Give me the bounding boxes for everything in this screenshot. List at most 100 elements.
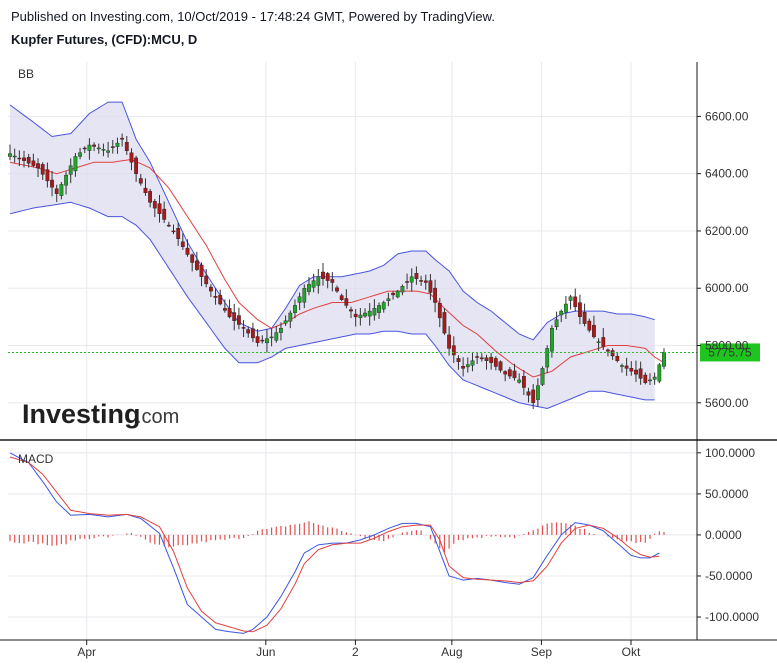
candle-body — [596, 341, 601, 343]
candle-body — [606, 349, 610, 352]
candle-body — [162, 208, 167, 220]
x-tick-label: Jun — [256, 645, 275, 659]
x-tick-label: Sep — [531, 645, 553, 659]
investing-logo: Investing .com — [22, 399, 179, 429]
candle-body — [610, 350, 615, 357]
candle-body — [166, 224, 171, 227]
candle-body — [367, 310, 372, 317]
macd-y-tick-label: -100.0000 — [705, 610, 759, 624]
macd-line — [9, 452, 660, 634]
candle-body — [260, 339, 265, 342]
candle-body — [456, 358, 461, 362]
candle-body — [279, 328, 283, 333]
candle-body — [115, 142, 120, 147]
candle-body — [297, 296, 302, 303]
candle-body — [227, 308, 232, 318]
bb-indicator-label: BB — [18, 67, 34, 81]
candle-body — [479, 357, 484, 360]
candle-body — [40, 164, 45, 175]
candle-body — [64, 174, 69, 186]
candle-body — [87, 144, 92, 151]
x-tick-label: Apr — [77, 645, 96, 659]
y-tick-label: 5800.00 — [705, 339, 749, 353]
candle-body — [507, 369, 512, 377]
candle-body — [101, 149, 106, 151]
candle-body — [381, 302, 386, 310]
candle-body — [36, 163, 40, 169]
macd-series — [9, 452, 665, 634]
candle-body — [152, 201, 157, 209]
last-price-tag — [700, 343, 760, 362]
candle-body — [288, 312, 293, 322]
candle-body — [522, 376, 526, 388]
candle-body — [358, 314, 363, 318]
candle-body — [377, 305, 381, 313]
x-tick-label: 2 — [352, 645, 359, 659]
candle-body — [138, 178, 143, 184]
candle-body — [587, 320, 592, 331]
macd-indicator-label: MACD — [18, 452, 54, 466]
logo-suffix: .com — [136, 406, 179, 428]
candle-body — [634, 369, 638, 375]
bb-band-area — [10, 102, 655, 409]
candle-body — [437, 303, 442, 319]
candle-body — [148, 191, 152, 203]
candle-body — [283, 320, 288, 324]
candle-body — [349, 309, 353, 312]
candle-body — [274, 332, 279, 341]
candle-body — [8, 153, 12, 157]
candle-body — [615, 356, 620, 362]
candle-body — [171, 230, 176, 233]
candle-body — [526, 391, 531, 396]
y-tick-label: 5600.00 — [705, 396, 749, 410]
candle-body — [143, 187, 148, 194]
candle-body — [564, 303, 568, 313]
candle-body — [573, 296, 578, 307]
candle-body — [54, 188, 59, 194]
candle-body — [624, 365, 629, 369]
candlesticks — [8, 133, 666, 409]
candle-body — [129, 152, 134, 163]
candle-body — [241, 327, 246, 329]
last-price-label: 5775.75 — [708, 345, 752, 359]
candle-body — [578, 302, 582, 318]
macd-signal-line — [9, 456, 660, 633]
candle-body — [461, 366, 465, 369]
candle-body — [344, 298, 349, 306]
candle-body — [316, 276, 321, 286]
candle-body — [512, 370, 517, 379]
candle-body — [218, 294, 223, 305]
candle-body — [662, 352, 666, 367]
candle-body — [311, 280, 316, 288]
candle-body — [250, 328, 255, 339]
candle-body — [540, 368, 545, 385]
instrument-title: Kupfer Futures, (CFD):MCU, D — [11, 32, 198, 47]
candle-body — [470, 360, 475, 366]
candle-body — [414, 273, 419, 279]
candle-body — [26, 156, 31, 164]
candle-body — [493, 358, 498, 367]
macd-y-tick-label: 100.0000 — [705, 446, 755, 460]
candle-body — [110, 146, 115, 148]
candle-body — [335, 287, 339, 292]
candle-body — [17, 157, 22, 160]
published-info: Published on Investing.com, 10/Oct/2019 … — [11, 9, 495, 24]
candle-body — [194, 260, 199, 270]
candle-body — [601, 337, 606, 347]
candle-body — [12, 155, 17, 158]
candle-body — [638, 368, 643, 379]
candle-body — [59, 184, 64, 196]
candle-body — [423, 280, 428, 283]
candle-body — [545, 348, 550, 368]
candle-body — [643, 374, 648, 384]
candle-body — [395, 290, 400, 298]
candle-body — [386, 298, 391, 302]
candle-body — [330, 279, 335, 283]
candle-body — [484, 357, 489, 361]
macd-y-tick-label: 50.0000 — [705, 487, 749, 501]
candle-body — [517, 379, 522, 383]
candle-body — [405, 281, 409, 283]
candle-body — [592, 324, 596, 338]
candle-body — [82, 147, 87, 150]
